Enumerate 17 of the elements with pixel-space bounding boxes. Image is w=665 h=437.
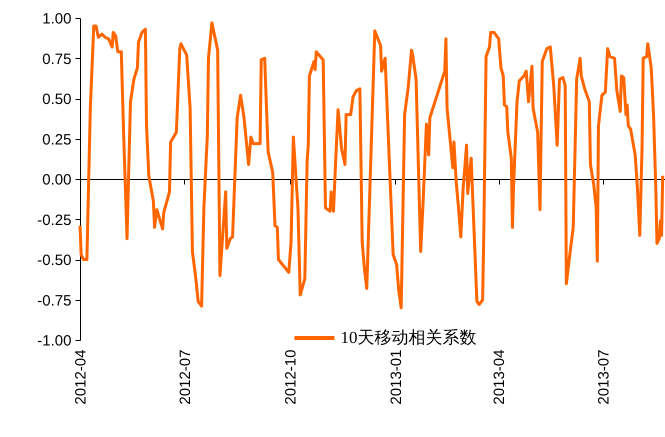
y-tick-label: -0.25 [37, 212, 72, 229]
x-tick-label: 2013-04 [491, 350, 508, 405]
x-tick-label: 2013-01 [388, 350, 405, 405]
x-tick-label: 2013-07 [596, 350, 613, 405]
line-series [78, 21, 664, 310]
x-tick-label: 2012-04 [72, 350, 90, 405]
y-tick-label: 0.75 [42, 50, 72, 68]
y-tick-label: 0.50 [42, 91, 72, 108]
legend-label: 10天移动相关系数 [340, 328, 476, 347]
y-tick-label: 0.25 [42, 131, 72, 148]
x-tick-label: 2012-07 [176, 350, 194, 405]
y-tick-label: -0.50 [37, 252, 72, 269]
y-tick-label: 0.00 [42, 172, 72, 188]
y-tick-label: -1.00 [37, 332, 72, 350]
y-tick-label: -0.75 [37, 292, 72, 310]
x-tick-label: 2012-10 [282, 350, 300, 405]
y-tick-label: 1.00 [42, 10, 72, 28]
